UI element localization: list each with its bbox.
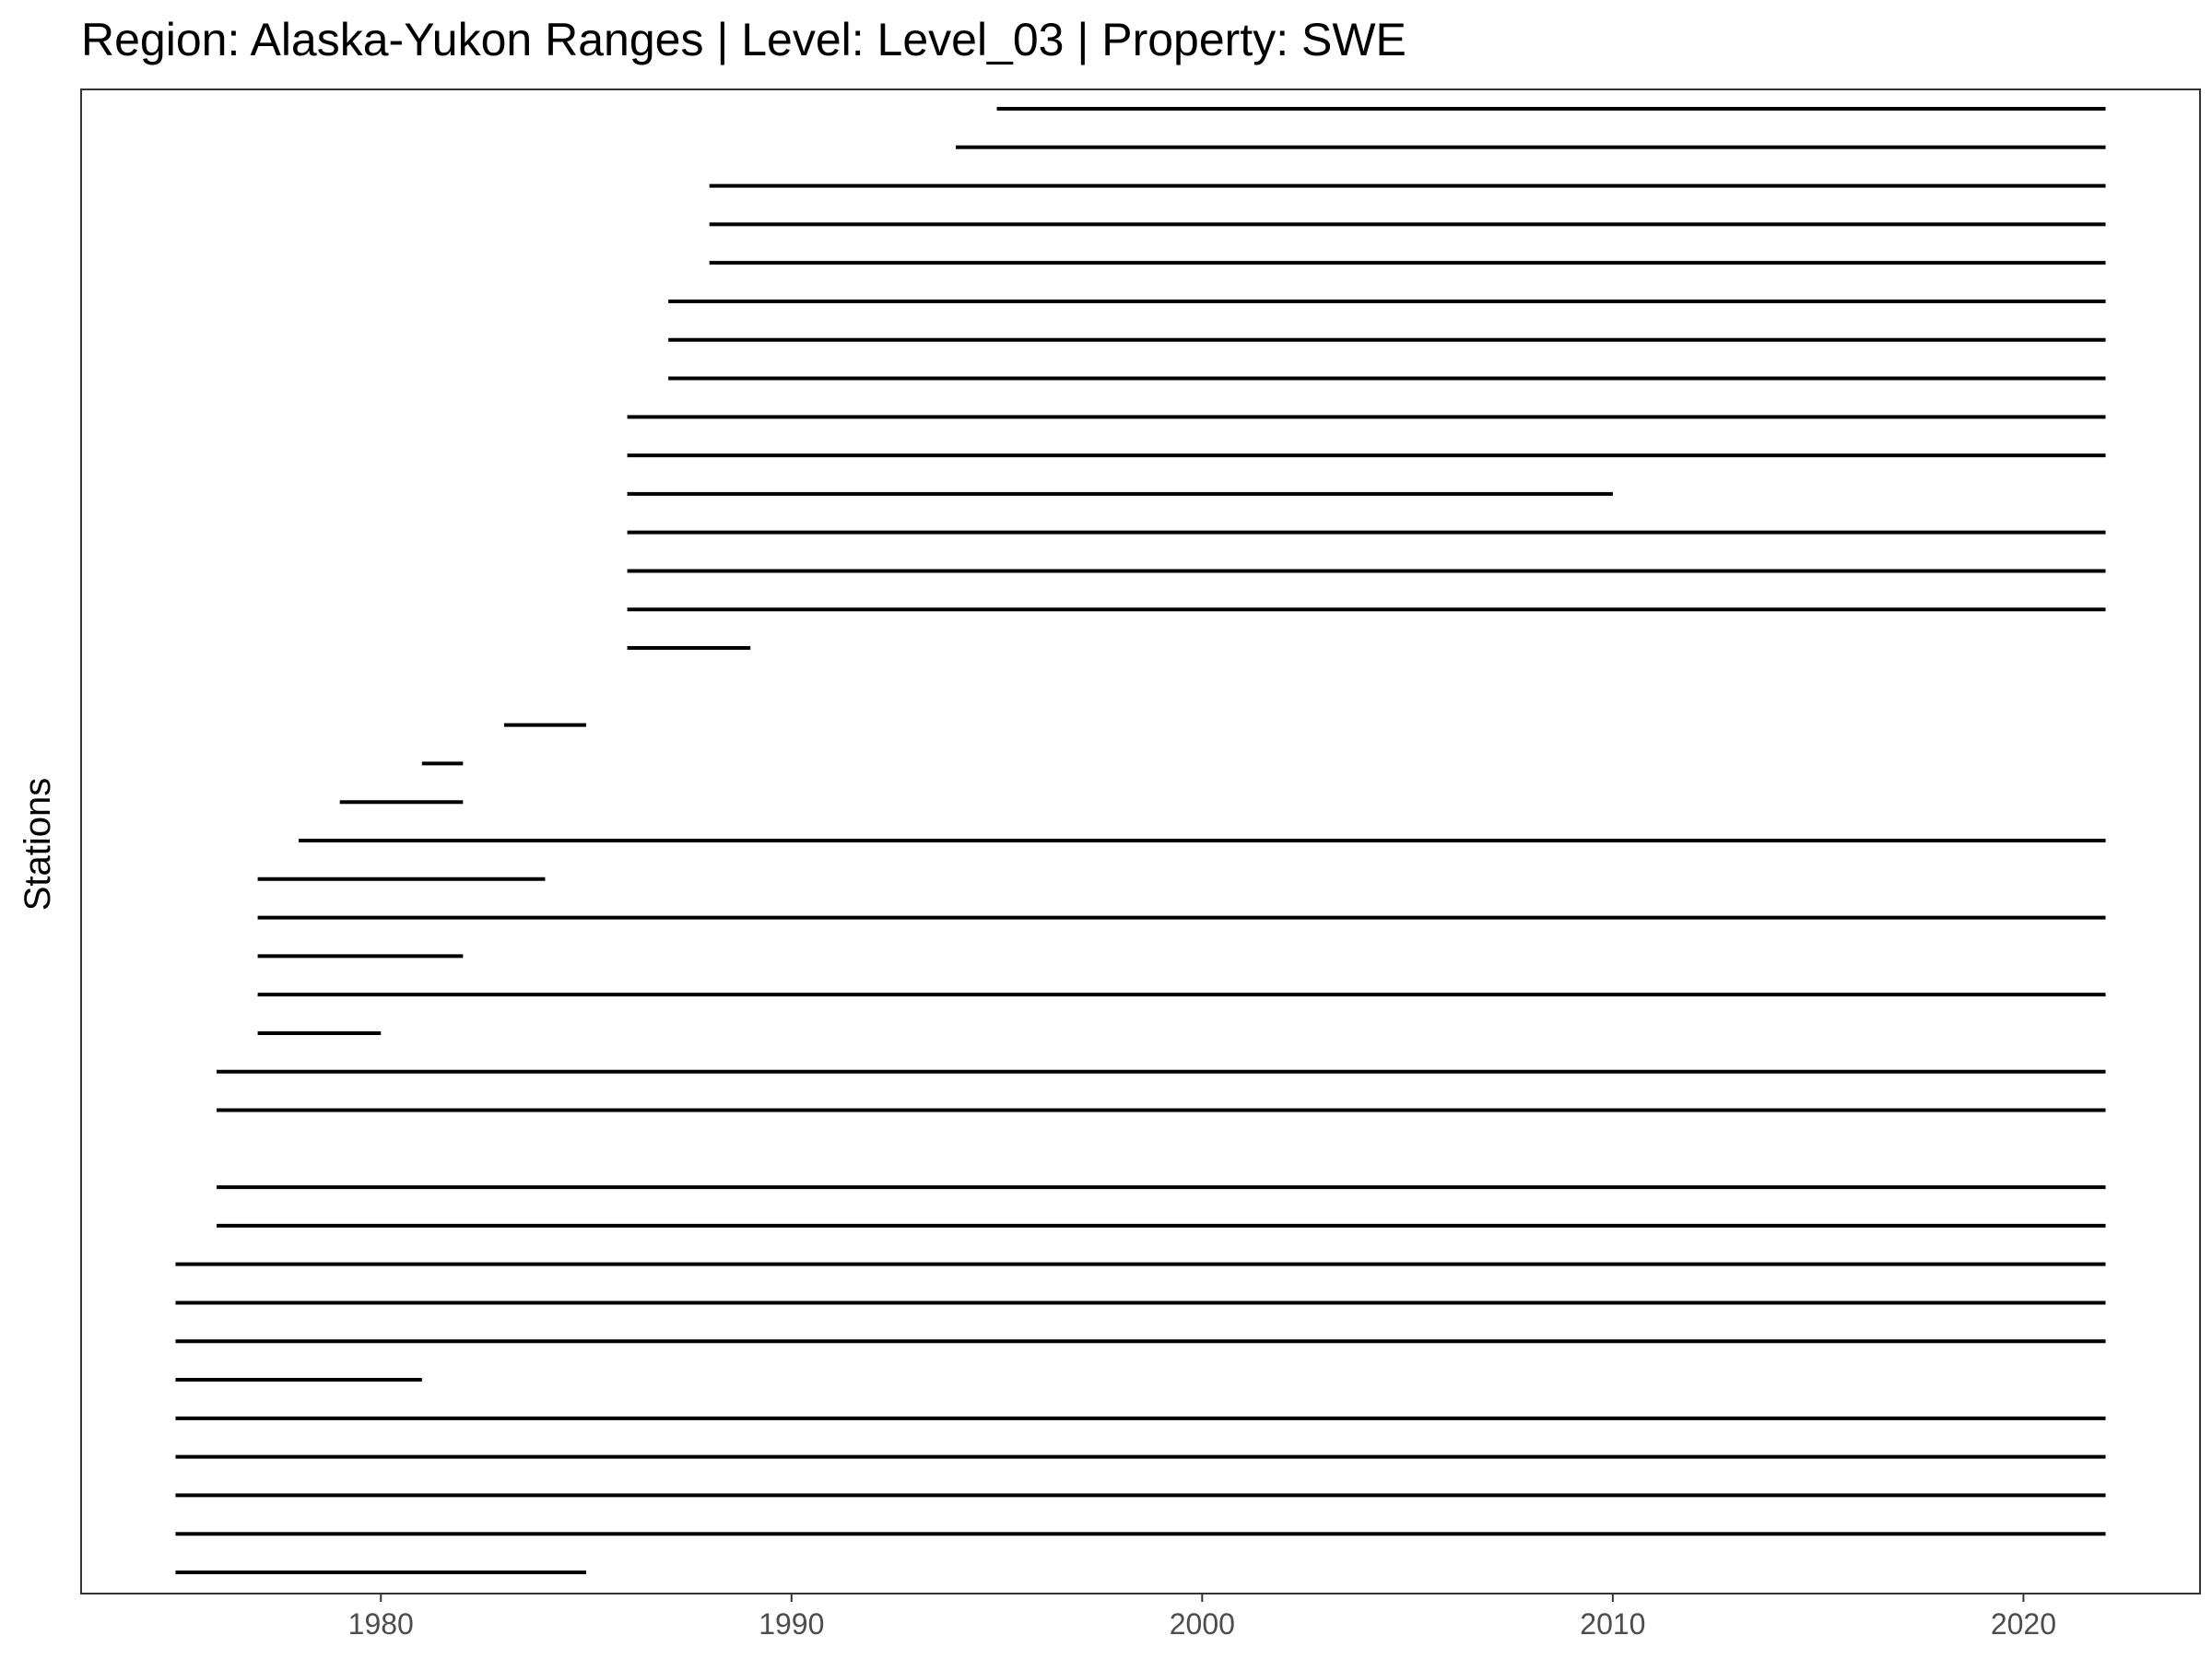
chart-title: Region: Alaska-Yukon Ranges | Level: Lev… xyxy=(81,14,1406,65)
x-tick-label: 2010 xyxy=(1580,1607,1645,1641)
x-tick-label: 1990 xyxy=(759,1607,824,1641)
x-tick-label: 2020 xyxy=(1991,1607,2056,1641)
y-axis-label: Stations xyxy=(18,778,58,912)
x-tick-label: 1980 xyxy=(348,1607,414,1641)
segments-layer xyxy=(175,107,2106,1574)
x-tick-label: 2000 xyxy=(1170,1607,1235,1641)
x-axis-ticks: 1980 1990 2000 2010 2020 xyxy=(348,1594,2056,1641)
